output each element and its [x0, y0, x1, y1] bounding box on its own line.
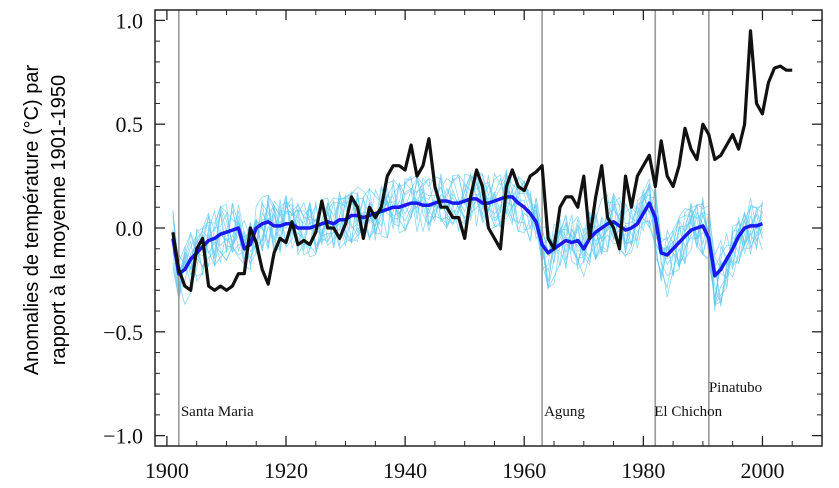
y-tick-label: 1.0 [116, 8, 144, 33]
eruption-labels: Santa Maria Agung El Chichon Pinatubo [181, 380, 762, 420]
y-tick-labels: 1.0 0.5 0.0 −0.5 −1.0 [103, 8, 143, 448]
ensemble-mean-series [171, 195, 763, 278]
model-ensemble-members [172, 169, 763, 312]
eruption-markers [178, 10, 710, 446]
ensemble-member-line [172, 173, 763, 289]
x-tick-label: 1980 [621, 458, 665, 483]
y-axis-label-line1: Anomalies de température (°C) par [21, 64, 43, 375]
observed-line [171, 29, 793, 292]
y-tick-label: −0.5 [103, 320, 143, 345]
eruption-label: Pinatubo [709, 380, 762, 396]
eruption-label: Santa Maria [181, 404, 254, 420]
x-tick-label: 1900 [145, 458, 189, 483]
y-tick-label: 0.0 [116, 216, 144, 241]
ensemble-mean-line [171, 195, 763, 278]
observed-series [171, 29, 793, 292]
eruption-label: Agung [544, 404, 585, 420]
x-tick-label: 1920 [264, 458, 308, 483]
x-tick-label: 2000 [740, 458, 784, 483]
y-tick-label: −1.0 [103, 424, 143, 449]
y-tick-label: 0.5 [116, 112, 144, 137]
x-tick-label: 1940 [383, 458, 427, 483]
axis-ticks [155, 10, 822, 446]
y-axis-label-line2: rapport à la moyenne 1901-1950 [48, 75, 70, 365]
eruption-label: El Chichon [654, 404, 722, 420]
x-tick-label: 1960 [502, 458, 546, 483]
x-tick-labels: 1900 1920 1940 1960 1980 2000 [145, 458, 785, 483]
